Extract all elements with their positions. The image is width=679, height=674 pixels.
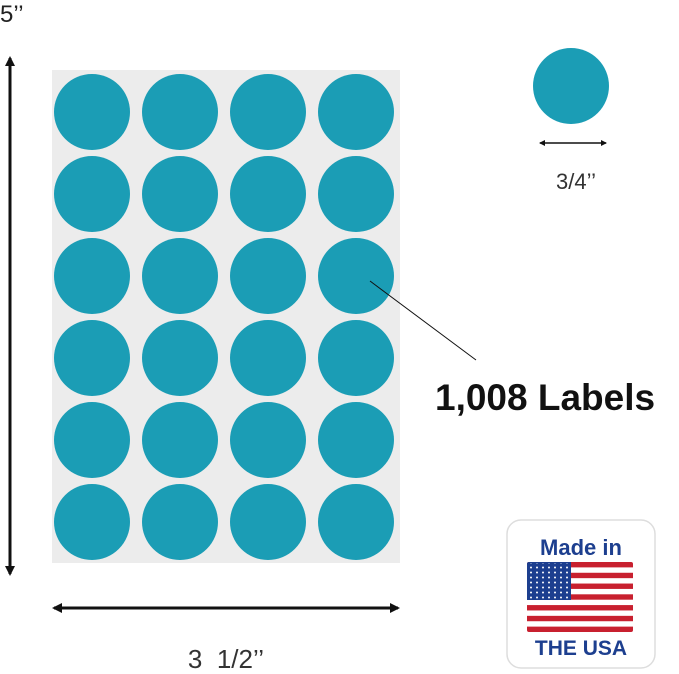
label-dot: [54, 484, 130, 560]
label-dot: [318, 402, 394, 478]
label-dot: [318, 238, 394, 314]
callout-line: [369, 280, 477, 361]
label-dot: [142, 156, 218, 232]
label-dot: [318, 484, 394, 560]
flag-stripe: [527, 562, 633, 568]
label-dot: [54, 156, 130, 232]
badge-top: Made in: [540, 535, 622, 560]
flag-stripe: [527, 615, 633, 622]
label-dot: [54, 74, 130, 150]
label-dot: [142, 74, 218, 150]
label-dot: [318, 156, 394, 232]
label-dot: [230, 402, 306, 478]
label-dots: [54, 74, 394, 560]
label-dot: [230, 74, 306, 150]
label-dot: [142, 484, 218, 560]
count-label: 1,008 Labels: [435, 377, 655, 418]
flag-stripe: [527, 572, 633, 579]
label-dot: [230, 484, 306, 560]
label-dot: [318, 74, 394, 150]
label-sheet: [52, 70, 400, 563]
label-dot: [142, 402, 218, 478]
flag-stripe: [527, 626, 633, 632]
label-dot: [142, 238, 218, 314]
width-label: 3 1/2’’: [188, 644, 264, 674]
label-dot: [230, 320, 306, 396]
label-dot: [54, 320, 130, 396]
label-dot: [230, 238, 306, 314]
single-label: [533, 48, 609, 124]
label-dot: [142, 320, 218, 396]
height-label: 5’’: [0, 1, 24, 28]
badge-bottom: THE USA: [535, 637, 627, 660]
diameter-label: 3/4’’: [556, 169, 596, 194]
flag: [527, 562, 633, 632]
made-in-usa-badge: Made in THE USA: [506, 519, 656, 669]
label-dot: [54, 402, 130, 478]
label-dot: [54, 238, 130, 314]
flag-stripe: [527, 583, 633, 589]
label-dot: [230, 156, 306, 232]
flag-stripe: [527, 594, 633, 600]
flag-stripe: [527, 605, 633, 611]
label-dot: [318, 320, 394, 396]
